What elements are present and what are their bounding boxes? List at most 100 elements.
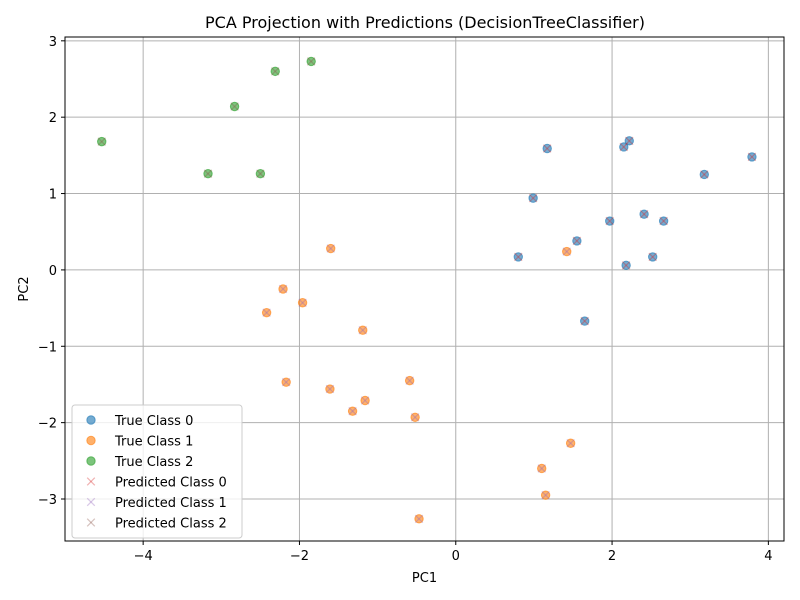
x-marker-stroke	[86, 477, 96, 486]
x-marker-stroke	[278, 284, 288, 294]
data-point	[358, 325, 368, 335]
data-point	[699, 169, 709, 180]
data-point	[513, 252, 523, 262]
data-point	[537, 464, 546, 473]
series-1	[513, 136, 757, 326]
x-marker-stroke	[580, 316, 589, 326]
legend-item: Predicted Class 1	[86, 496, 227, 511]
data-point	[325, 384, 335, 394]
legend-label: Predicted Class 1	[115, 496, 227, 511]
data-point	[414, 514, 424, 524]
x-marker-stroke	[325, 384, 335, 394]
legend-marker	[86, 518, 96, 527]
data-point	[230, 102, 239, 111]
x-marker-stroke	[358, 325, 368, 335]
legend-marker	[86, 415, 96, 425]
data-point	[97, 137, 106, 146]
x-marker-stroke	[542, 144, 552, 153]
data-point	[580, 316, 590, 326]
x-marker-stroke	[562, 247, 571, 256]
x-marker-stroke	[542, 144, 552, 153]
x-marker-stroke	[86, 497, 96, 507]
series-4	[514, 136, 757, 326]
legend-marker	[86, 435, 96, 446]
x-marker-stroke	[648, 252, 657, 262]
x-marker-stroke	[298, 298, 307, 308]
x-marker-stroke	[747, 152, 757, 162]
data-point	[97, 136, 107, 147]
data-point	[747, 152, 757, 162]
x-marker-stroke	[605, 216, 614, 226]
legend-label: Predicted Class 0	[115, 476, 227, 491]
x-marker-stroke	[270, 67, 280, 76]
data-point	[659, 216, 668, 226]
data-point	[255, 168, 266, 179]
x-marker-stroke	[528, 193, 538, 203]
data-point	[537, 463, 547, 474]
y-tick-label: 3	[49, 35, 57, 50]
x-tick-label: 4	[764, 549, 772, 564]
axis-ticks: −4 −2 0 2 4 −3 −2 −1 0 1 2 3	[38, 35, 773, 564]
y-tick-label: 2	[49, 111, 57, 126]
series-2	[261, 243, 576, 524]
x-marker-stroke	[410, 413, 420, 422]
x-marker-stroke	[262, 308, 271, 317]
data-point	[540, 490, 551, 500]
x-tick-label: −4	[134, 549, 153, 564]
x-marker-stroke	[619, 142, 629, 152]
chart-title: PCA Projection with Predictions (Decisio…	[205, 13, 645, 32]
data-point	[410, 412, 420, 422]
data-point	[542, 144, 552, 153]
legend-item: True Class 0	[86, 414, 193, 429]
data-point	[405, 376, 414, 385]
x-marker-stroke	[541, 490, 550, 500]
x-marker-stroke	[747, 152, 757, 162]
legend-marker	[86, 477, 96, 486]
x-marker-stroke	[360, 396, 370, 405]
data-point	[348, 406, 357, 416]
x-marker-stroke	[566, 438, 575, 448]
data-point	[270, 67, 280, 76]
data-point	[261, 307, 272, 318]
data-point	[306, 56, 316, 67]
legend-label: True Class 1	[114, 435, 193, 450]
x-marker-stroke	[405, 376, 414, 385]
x-marker-stroke	[86, 518, 96, 527]
x-marker-stroke	[624, 136, 634, 146]
x-marker-stroke	[306, 57, 316, 66]
x-marker-stroke	[639, 209, 649, 219]
x-marker-stroke	[537, 464, 546, 473]
x-marker-stroke	[648, 252, 657, 262]
data-point	[358, 325, 368, 335]
data-point	[326, 244, 335, 253]
data-point	[624, 136, 634, 146]
data-point	[528, 193, 538, 203]
x-marker-stroke	[700, 170, 709, 179]
x-marker-stroke	[97, 137, 106, 146]
y-tick-label: −2	[38, 417, 57, 432]
data-point	[572, 236, 582, 246]
data-point	[648, 252, 658, 262]
x-marker-stroke	[541, 490, 550, 500]
x-marker-stroke	[619, 142, 629, 152]
data-point	[572, 236, 582, 246]
data-point	[326, 243, 336, 254]
x-marker-stroke	[572, 236, 582, 246]
x-marker-stroke	[514, 252, 523, 262]
legend-box	[71, 404, 243, 539]
data-point	[278, 284, 288, 294]
data-point	[541, 490, 550, 500]
y-tick-label: −3	[38, 493, 57, 508]
legend-marker	[86, 456, 96, 466]
legend-item: True Class 1	[86, 435, 193, 450]
data-point	[580, 316, 589, 326]
x-marker-stroke	[262, 308, 271, 317]
x-marker-stroke	[348, 406, 357, 416]
data-point	[281, 377, 291, 387]
x-tick-label: 0	[452, 549, 460, 564]
series-3	[97, 56, 316, 179]
data-point	[648, 252, 657, 262]
legend-item: Predicted Class 2	[86, 517, 227, 532]
data-point	[605, 216, 615, 226]
